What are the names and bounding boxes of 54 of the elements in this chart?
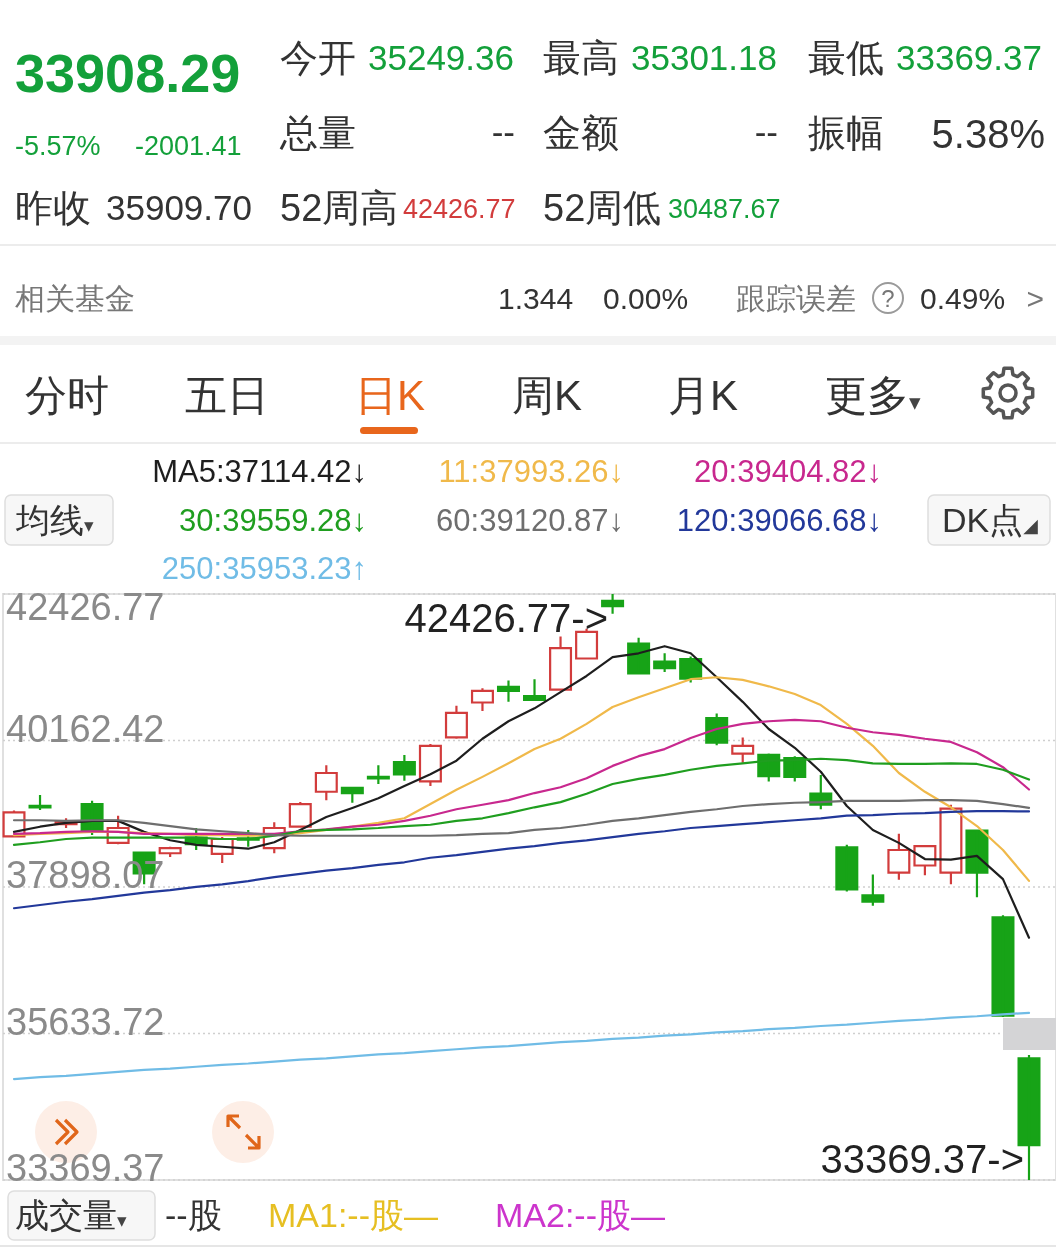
text: MA5:37114.42↓ bbox=[152, 454, 367, 489]
text: 42426.77 bbox=[403, 194, 516, 224]
y-tick-label: 40162.42 bbox=[6, 707, 165, 750]
text: > bbox=[1026, 282, 1044, 315]
text: 跟踪误差 bbox=[736, 282, 856, 315]
text: 更多▾ bbox=[825, 372, 921, 419]
text: -5.57% bbox=[15, 131, 101, 161]
y-tick-label: 33369.37 bbox=[6, 1147, 165, 1189]
text: 30487.67 bbox=[668, 194, 781, 224]
text: 均线▾ bbox=[15, 501, 94, 539]
text: 1.344 bbox=[498, 282, 574, 315]
text: 20:39404.82↓ bbox=[694, 454, 882, 489]
text: DK点◢ bbox=[942, 501, 1039, 539]
y-tick-label: 35633.72 bbox=[6, 1000, 165, 1043]
text: -- bbox=[491, 112, 515, 151]
annotation: 33369.37-> bbox=[820, 1137, 1024, 1181]
text: MA2:--股— bbox=[495, 1196, 665, 1234]
text: 总量 bbox=[279, 112, 356, 154]
text: 今开 bbox=[280, 37, 356, 79]
text: 33908.29 bbox=[15, 43, 241, 103]
y-tick-label: 42426.77 bbox=[6, 586, 165, 628]
text: -- bbox=[754, 112, 778, 151]
text: 分时 bbox=[25, 372, 109, 419]
text: 250:35953.23↑ bbox=[161, 551, 367, 586]
text: 五日 bbox=[185, 372, 269, 419]
text: 0.00% bbox=[603, 282, 689, 315]
text: 振幅 bbox=[808, 112, 884, 154]
text: 最高 bbox=[543, 37, 619, 79]
text: 相关基金 bbox=[15, 282, 135, 315]
text: 0.49% bbox=[920, 282, 1006, 315]
y-tick-label: 37898.07 bbox=[6, 854, 165, 896]
text: 5.38% bbox=[931, 112, 1045, 156]
text: 120:39066.68↓ bbox=[676, 502, 882, 538]
text: 35909.70 bbox=[106, 188, 252, 227]
text: 周K bbox=[512, 372, 583, 419]
text: 30:39559.28↓ bbox=[179, 502, 367, 538]
text: 35301.18 bbox=[631, 38, 777, 77]
text: 金额 bbox=[543, 112, 619, 154]
text: 33369.37 bbox=[896, 38, 1042, 77]
text: 昨收 bbox=[15, 187, 91, 229]
text: 52周低 bbox=[543, 187, 662, 229]
text: 成交量▾ bbox=[15, 1196, 127, 1234]
text: 日K bbox=[355, 372, 426, 419]
text: -2001.41 bbox=[135, 131, 242, 161]
text: ? bbox=[881, 285, 895, 312]
text: 35249.36 bbox=[368, 38, 514, 77]
text: 最低 bbox=[808, 37, 884, 79]
text: 52周高 bbox=[280, 187, 399, 229]
text: 月K bbox=[668, 372, 739, 419]
annotation: 42426.77-> bbox=[404, 596, 608, 640]
text: MA1:--股— bbox=[268, 1196, 438, 1234]
text: --股 bbox=[165, 1196, 222, 1234]
text: 60:39120.87↓ bbox=[436, 502, 624, 538]
text: 11:37993.26↓ bbox=[438, 454, 624, 489]
